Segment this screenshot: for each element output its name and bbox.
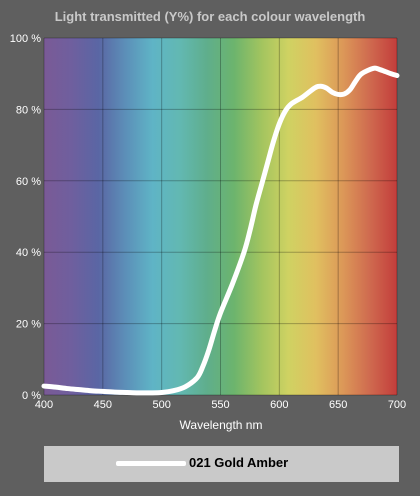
x-tick-label: 600 (270, 399, 288, 411)
chart-title: Light transmitted (Y%) for each colour w… (55, 9, 366, 24)
y-tick-label: 0 % (22, 390, 41, 402)
x-tick-label: 650 (329, 399, 347, 411)
x-tick-label: 700 (388, 399, 406, 411)
x-tick-labels: 400 450 500 550 600 650 700 (35, 399, 406, 411)
legend: 021 Gold Amber (44, 446, 399, 482)
y-tick-label: 80 % (16, 104, 41, 116)
spectrum-background (44, 38, 397, 395)
y-tick-label: 60 % (16, 176, 41, 188)
grid-lines (43, 37, 398, 396)
x-tick-label: 500 (152, 399, 170, 411)
y-tick-label: 100 % (10, 33, 41, 45)
x-axis-title: Wavelength nm (180, 418, 263, 432)
y-tick-label: 40 % (16, 247, 41, 259)
x-tick-label: 400 (35, 399, 53, 411)
legend-label: 021 Gold Amber (189, 455, 289, 470)
y-tick-labels: 0 % 20 % 40 % 60 % 80 % 100 % (10, 33, 41, 402)
y-tick-label: 20 % (16, 319, 41, 331)
legend-line-swatch (116, 461, 186, 466)
transmission-line (41, 65, 400, 396)
x-tick-label: 450 (94, 399, 112, 411)
x-tick-label: 550 (211, 399, 229, 411)
